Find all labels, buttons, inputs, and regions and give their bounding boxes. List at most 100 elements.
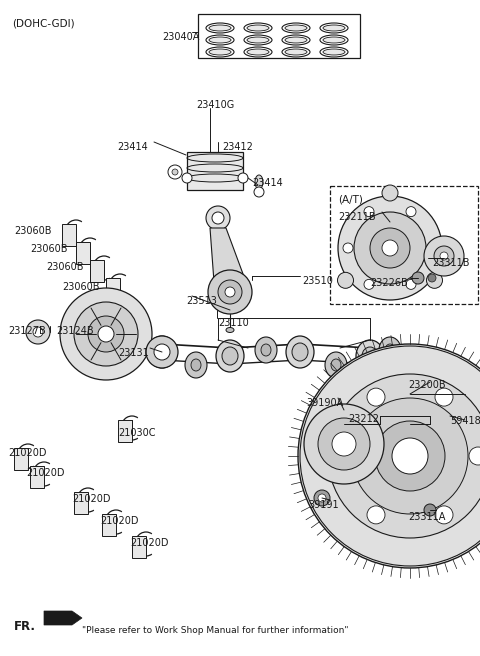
Circle shape [424,236,464,276]
Circle shape [434,246,454,266]
Circle shape [382,240,398,256]
Ellipse shape [285,37,307,43]
Circle shape [212,212,224,224]
Text: 23040A: 23040A [162,32,199,42]
Bar [102,514,116,536]
Text: 23513: 23513 [186,296,217,306]
Circle shape [146,336,178,368]
Ellipse shape [206,35,234,45]
Text: FR.: FR. [14,620,36,633]
Text: 23311A: 23311A [408,512,445,522]
Text: 23131: 23131 [118,348,149,358]
Text: 23127B: 23127B [8,326,46,336]
Ellipse shape [255,175,263,189]
Text: 23110: 23110 [218,318,249,328]
Circle shape [343,243,353,253]
Text: 23211B: 23211B [338,212,376,222]
Ellipse shape [244,47,272,57]
Ellipse shape [282,35,310,45]
Circle shape [182,173,192,183]
Ellipse shape [226,327,234,333]
Ellipse shape [385,344,395,356]
Ellipse shape [323,25,345,31]
Bar [62,224,76,246]
Circle shape [364,207,374,216]
Circle shape [367,388,385,406]
Ellipse shape [244,23,272,33]
Ellipse shape [325,352,347,378]
Circle shape [406,279,416,289]
Ellipse shape [282,23,310,33]
Ellipse shape [209,25,231,31]
Text: "Please refer to Work Shop Manual for further information": "Please refer to Work Shop Manual for fu… [82,626,348,635]
Circle shape [392,438,428,474]
Bar [30,466,44,488]
Text: 23200B: 23200B [408,380,445,390]
Text: 21020D: 21020D [72,494,110,504]
Circle shape [370,228,410,268]
Circle shape [328,374,480,538]
Ellipse shape [320,35,348,45]
Ellipse shape [261,344,271,356]
Circle shape [435,506,453,524]
Ellipse shape [148,336,176,368]
Ellipse shape [323,49,345,55]
Circle shape [206,206,230,230]
Text: 23311B: 23311B [432,258,469,268]
Circle shape [318,494,326,502]
Ellipse shape [216,340,244,372]
Text: 23060B: 23060B [30,244,68,254]
Circle shape [382,185,398,201]
Circle shape [375,421,445,491]
Bar [74,492,88,514]
Text: 21020D: 21020D [100,516,139,526]
FancyArrow shape [44,611,82,625]
Circle shape [314,490,330,506]
Text: 23060B: 23060B [62,282,99,292]
Circle shape [332,432,356,456]
Ellipse shape [282,47,310,57]
Ellipse shape [379,337,401,363]
Ellipse shape [286,336,314,368]
Text: 23060B: 23060B [46,262,84,272]
Circle shape [333,447,351,465]
Circle shape [318,418,370,470]
Circle shape [60,288,152,380]
Circle shape [406,207,416,216]
Bar [14,448,28,470]
Circle shape [428,274,436,282]
Ellipse shape [285,25,307,31]
Ellipse shape [331,359,341,371]
Circle shape [435,388,453,406]
Ellipse shape [247,37,269,43]
Ellipse shape [356,340,384,372]
Ellipse shape [247,25,269,31]
Circle shape [427,243,437,253]
Circle shape [208,270,252,314]
Bar [90,260,104,282]
Bar [132,536,146,558]
Circle shape [254,187,264,197]
Text: (A/T): (A/T) [338,195,363,205]
Circle shape [338,196,442,300]
Ellipse shape [323,37,345,43]
Circle shape [412,272,424,284]
Ellipse shape [247,49,269,55]
Text: 23414: 23414 [117,142,148,152]
Ellipse shape [320,23,348,33]
Circle shape [88,316,124,352]
Bar [76,242,90,264]
Circle shape [98,326,114,342]
Circle shape [440,252,448,260]
Ellipse shape [285,49,307,55]
Circle shape [424,504,436,516]
Ellipse shape [191,359,201,371]
Ellipse shape [244,35,272,45]
Bar [198,14,360,58]
Bar [118,420,132,442]
Circle shape [469,447,480,465]
Text: 39191: 39191 [308,500,338,510]
Text: 23510: 23510 [302,276,333,286]
Ellipse shape [255,337,277,363]
Text: 23060B: 23060B [14,226,51,236]
